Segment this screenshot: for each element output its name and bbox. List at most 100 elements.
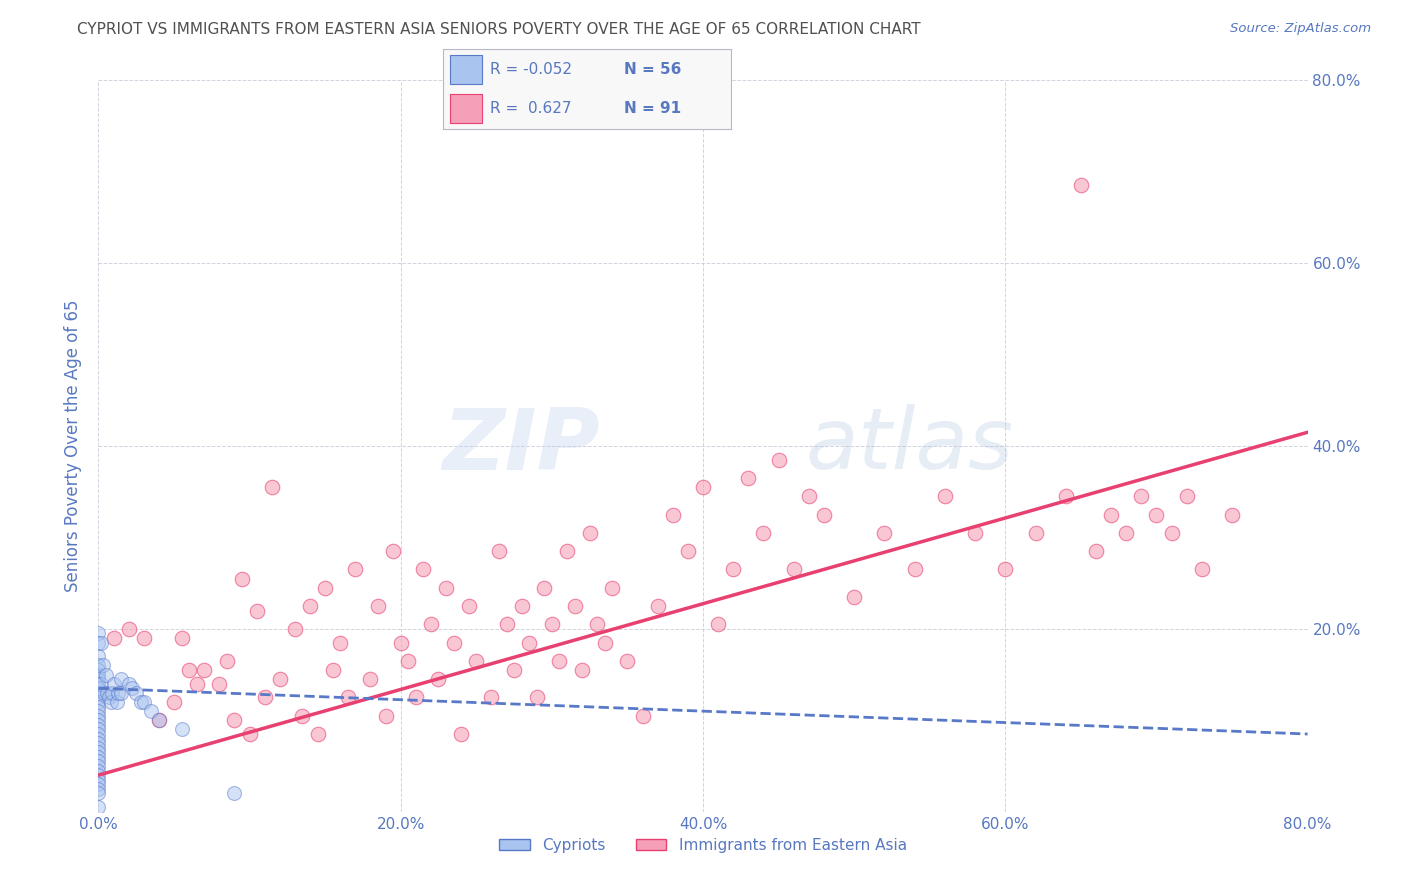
Point [87,764,110,778]
Point [631,708,654,723]
Point [647,599,669,613]
Text: ZIP: ZIP [443,404,600,488]
FancyBboxPatch shape [450,55,482,85]
Point [246,603,269,617]
Text: Source: ZipAtlas.com: Source: ZipAtlas.com [1230,22,1371,36]
Point [87,714,110,728]
Point [87,708,110,723]
Point [1191,562,1213,576]
Point [118,676,141,690]
Point [488,544,510,558]
Point [374,708,396,723]
Point [382,544,405,558]
Point [737,471,759,485]
Point [186,676,208,690]
Point [87,772,110,787]
Point [616,654,638,668]
Point [465,654,488,668]
Point [1144,508,1167,522]
Point [314,581,336,595]
Point [548,654,571,668]
Point [231,572,253,586]
Point [87,727,110,741]
Point [481,690,503,705]
Point [783,562,806,576]
Point [87,649,110,664]
Point [503,663,526,677]
Point [110,672,132,686]
Point [1024,525,1046,540]
Point [87,755,110,769]
Point [87,745,110,759]
Point [495,617,517,632]
Point [1070,178,1092,193]
Point [752,525,775,540]
Point [87,695,110,709]
Point [934,489,956,503]
Point [239,727,262,741]
Point [994,562,1017,576]
Point [517,635,540,649]
Point [208,676,231,690]
Text: R = -0.052: R = -0.052 [491,62,572,78]
Point [723,562,745,576]
FancyBboxPatch shape [450,94,482,123]
Point [1175,489,1198,503]
Point [224,714,246,728]
Point [405,690,427,705]
Point [420,617,443,632]
Point [87,749,110,764]
Point [101,686,124,700]
Point [87,704,110,718]
Point [844,590,866,604]
Point [360,672,382,686]
Point [1099,508,1122,522]
Point [87,626,110,640]
Point [87,723,110,737]
Point [87,787,110,801]
Point [87,690,110,705]
Point [269,672,291,686]
Point [602,581,624,595]
Point [87,768,110,782]
Point [87,731,110,746]
Point [344,562,367,576]
Point [813,508,835,522]
Point [105,695,128,709]
Point [586,617,609,632]
Point [1160,525,1182,540]
Point [98,690,121,705]
Point [100,695,122,709]
Point [87,667,110,681]
Point [253,690,276,705]
Point [87,635,110,649]
Point [1054,489,1077,503]
Point [443,635,465,649]
Point [676,544,699,558]
Point [692,480,714,494]
Text: N = 91: N = 91 [624,101,682,116]
Point [132,631,155,645]
Point [450,727,472,741]
Point [87,676,110,690]
Point [299,599,322,613]
Point [571,663,593,677]
Point [284,622,307,636]
Text: CYPRIOT VS IMMIGRANTS FROM EASTERN ASIA SENIORS POVERTY OVER THE AGE OF 65 CORRE: CYPRIOT VS IMMIGRANTS FROM EASTERN ASIA … [77,22,921,37]
Point [434,581,457,595]
Point [526,690,548,705]
Point [87,658,110,673]
Point [170,631,193,645]
Point [148,714,170,728]
Point [768,452,790,467]
Point [96,686,118,700]
Point [215,654,238,668]
Point [87,699,110,714]
Point [103,676,125,690]
Point [90,676,112,690]
Point [87,672,110,686]
Point [427,672,450,686]
Point [129,695,152,709]
Point [797,489,820,503]
Point [87,781,110,796]
